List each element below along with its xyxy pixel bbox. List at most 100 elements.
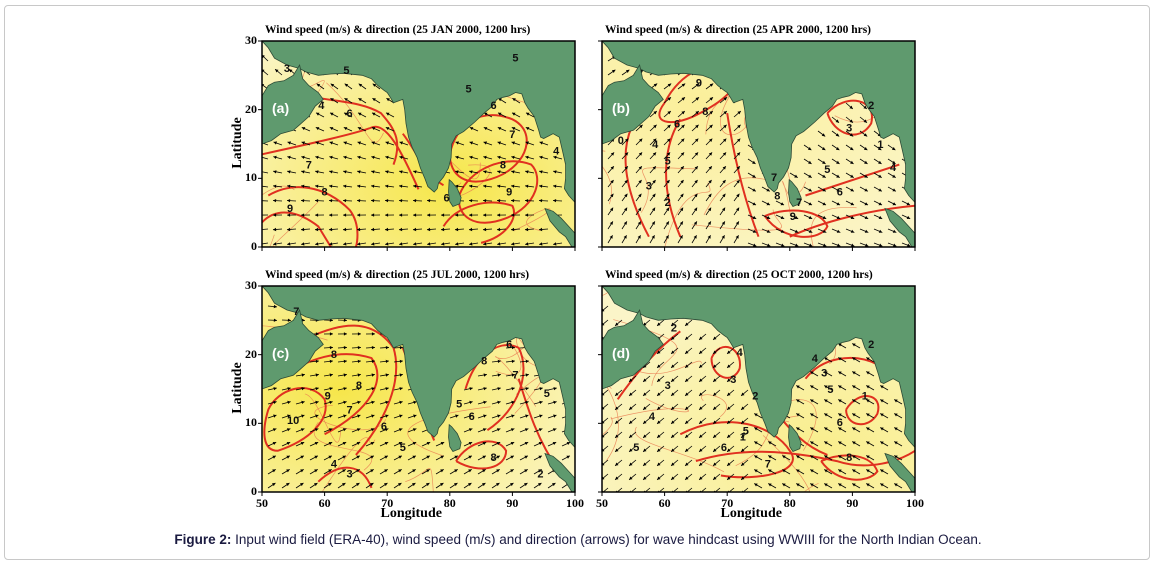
wind-arrow-head — [510, 483, 514, 487]
wind-arrow-head — [741, 462, 745, 466]
contour-value-label: 5 — [456, 399, 462, 411]
wind-arrow-head — [741, 448, 745, 452]
wind-arrow-head — [427, 199, 431, 203]
wind-arrow-head — [722, 166, 726, 170]
wind-arrow-head — [553, 400, 557, 404]
wind-arrow-head — [880, 469, 884, 473]
contour-value-label: 1 — [862, 390, 868, 402]
wind-arrow-head — [454, 483, 458, 487]
wind-arrow-head — [824, 413, 828, 417]
wind-arrow-head — [894, 413, 898, 417]
wind-arrow-head — [653, 83, 658, 87]
wind-arrow-head — [866, 427, 870, 431]
contour-value-label: 9 — [790, 211, 796, 223]
wind-arrow-head — [652, 207, 656, 212]
wind-arrow-head — [399, 242, 403, 246]
wind-arrow-head — [370, 469, 374, 473]
wind-arrow-head — [685, 420, 689, 424]
wind-arrow-head — [736, 180, 740, 184]
wind-arrow-head — [482, 483, 486, 487]
thin-contour-line — [701, 394, 727, 418]
wind-arrow-head — [808, 174, 812, 178]
y-tick-label: 30 — [245, 33, 257, 47]
wind-arrow-head — [796, 483, 800, 487]
wind-arrow-head — [273, 400, 277, 404]
wind-arrow-head — [412, 469, 416, 473]
wind-arrow-head — [780, 202, 784, 206]
wind-arrow-head — [713, 350, 717, 354]
wind-arrow-head — [553, 155, 557, 159]
wind-arrow-head — [671, 420, 675, 424]
wind-arrow-head — [526, 112, 530, 116]
caption-label: Figure 2: — [174, 532, 232, 547]
wind-arrow-head — [371, 359, 375, 363]
wind-arrow-head — [652, 180, 656, 184]
wind-arrow-head — [906, 215, 911, 219]
x-tick-label: 100 — [906, 496, 924, 510]
wind-arrow-head — [681, 138, 685, 142]
wind-arrow-head — [624, 193, 628, 198]
wind-arrow-head — [497, 359, 501, 363]
wind-arrow-head — [752, 188, 756, 192]
wind-arrow-head — [657, 434, 661, 438]
wind-arrow-head — [699, 476, 703, 480]
wind-arrow-head — [511, 184, 515, 188]
wind-arrow-head — [511, 213, 515, 217]
x-tick-label: 70 — [721, 496, 734, 510]
wind-arrow-head — [287, 400, 291, 404]
wind-speed-contour — [263, 387, 327, 452]
wind-arrow-head — [328, 428, 333, 432]
contour-value-label: 8 — [774, 191, 780, 203]
thin-contour-line — [610, 398, 690, 420]
wind-arrow-head — [878, 174, 882, 178]
wind-arrow-head — [657, 392, 661, 396]
wind-arrow-head — [287, 242, 291, 246]
wind-arrow-head — [824, 441, 828, 445]
wind-arrow-head — [301, 184, 305, 188]
contour-value-label: 1 — [877, 139, 883, 151]
panel-letter-label: (c) — [272, 345, 289, 361]
wind-arrow-head — [708, 193, 712, 198]
wind-arrow-head — [629, 392, 633, 396]
wind-arrow-head — [880, 441, 884, 445]
map-border — [261, 40, 576, 248]
wind-arrow-head — [810, 427, 814, 431]
wind-arrow-head — [343, 184, 347, 188]
wind-arrow-head — [398, 455, 402, 459]
contour-value-label: 3 — [284, 63, 290, 75]
wind-speed-contour — [826, 99, 873, 136]
wind-arrow-head — [866, 399, 870, 403]
wind-arrow-head — [863, 133, 868, 137]
wind-arrow-head — [838, 483, 842, 487]
wind-arrow-head — [441, 213, 445, 217]
wind-arrow-head — [371, 155, 375, 159]
wind-arrow-head — [426, 442, 431, 445]
wind-arrow-head — [371, 400, 375, 404]
wind-arrow-head — [824, 357, 828, 361]
wind-arrow-head — [708, 152, 713, 156]
contour-value-label: 0 — [618, 135, 624, 147]
wind-arrow-head — [440, 442, 445, 445]
wind-arrow-head — [852, 455, 856, 459]
wind-arrow-head — [615, 420, 619, 424]
wind-arrow-head — [609, 235, 613, 239]
wind-arrow-head — [497, 199, 501, 203]
wind-arrow — [262, 200, 269, 202]
wind-arrow-head — [455, 141, 459, 145]
wind-arrow-head — [553, 184, 557, 188]
wind-arrow-head — [810, 469, 814, 473]
wind-arrow-head — [370, 455, 374, 459]
wind-arrow-head — [483, 414, 487, 418]
wind-arrow-head — [623, 235, 627, 239]
wind-arrow-head — [399, 227, 403, 232]
wind-arrow-head — [566, 455, 570, 459]
wind-arrow-head — [822, 174, 826, 178]
land-arabia — [262, 286, 324, 390]
wind-arrow-head — [671, 406, 675, 410]
wind-arrow-head — [752, 215, 757, 219]
wind-arrow-head — [709, 97, 713, 101]
wind-arrow-head — [301, 227, 305, 232]
wind-arrow-head — [808, 229, 813, 233]
wind-arrow-head — [727, 420, 731, 424]
